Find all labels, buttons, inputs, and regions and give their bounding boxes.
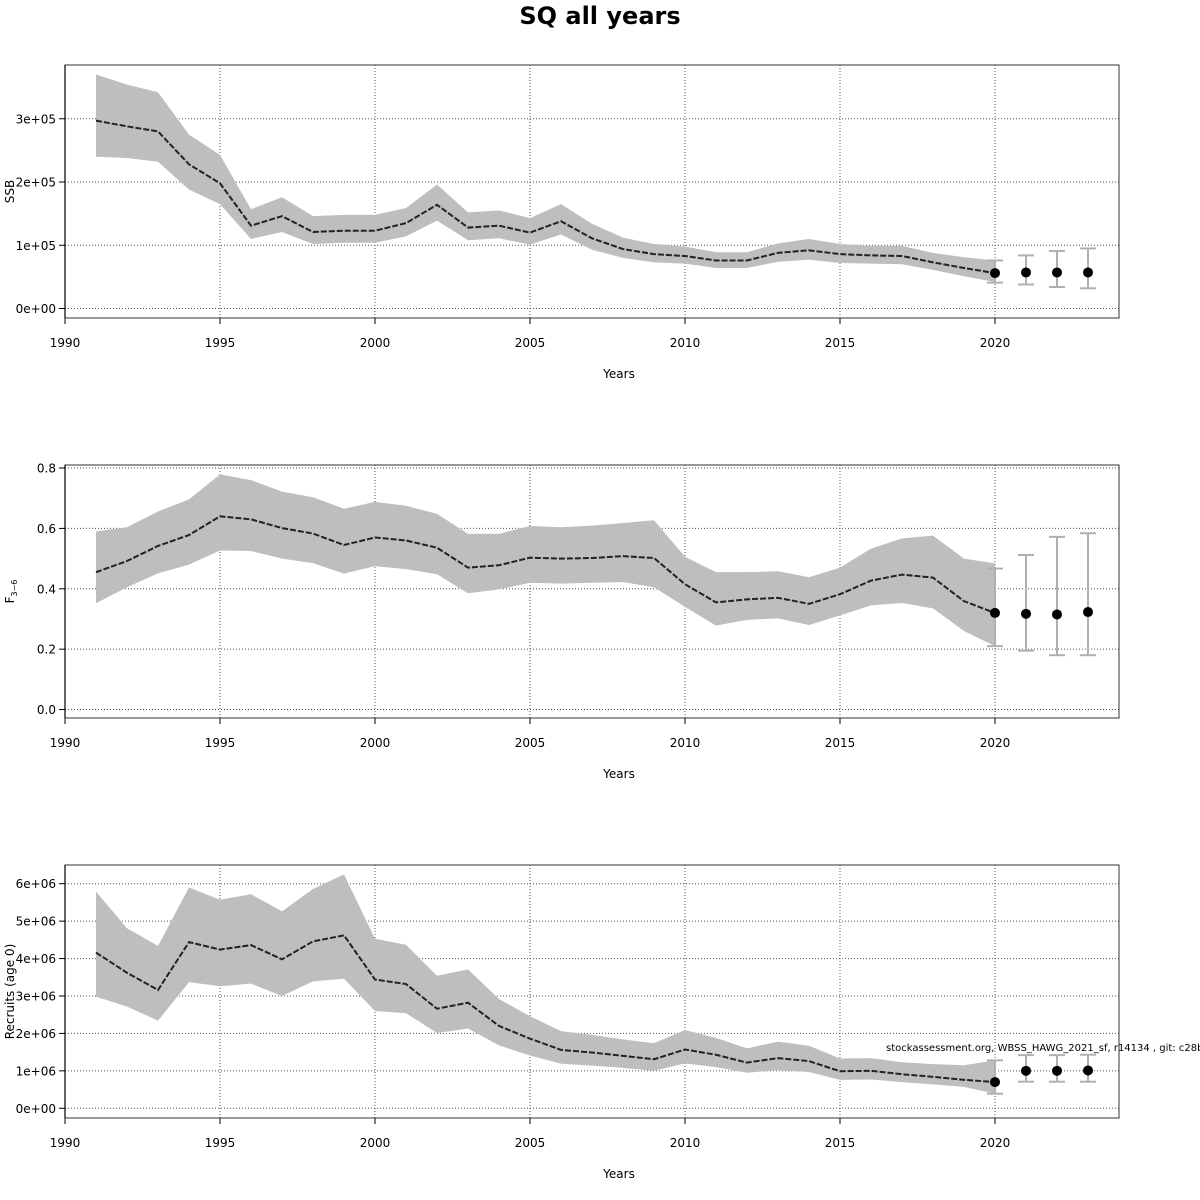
ssb-forecast-point-2021: [1021, 267, 1031, 278]
recruits-forecast-point-2020: [990, 1077, 1000, 1088]
f-y-axis-title: F3−6: [3, 580, 19, 604]
recruits-ytick-label-4: 4e+06: [16, 952, 56, 966]
chart-title: SQ all years: [519, 2, 681, 30]
ssb-forecast-point-2023: [1083, 267, 1093, 278]
watermark-text: stockassessment.org, WBSS_HAWG_2021_sf, …: [886, 1043, 1200, 1054]
recruits-estimate-line: [95, 934, 996, 1084]
f-forecast-point-2020: [990, 607, 1000, 618]
recruits-xtick-label-1995: 1995: [205, 1136, 236, 1150]
f-xtick-label-2020: 2020: [980, 736, 1011, 750]
f-ytick-label-1: 0.2: [37, 643, 56, 657]
f-xtick-label-2010: 2010: [670, 736, 701, 750]
ssb-ytick-label-3: 3e+05: [16, 112, 56, 126]
recruits-xtick-label-2015: 2015: [825, 1136, 856, 1150]
recruits-forecast-point-2022: [1052, 1065, 1062, 1076]
recruits-x-axis-title: Years: [602, 1167, 635, 1181]
fishing-mortality-panel: 1990 1995 2000 2005 2010 2015 2020 0.0 0.2 0.4 0.6…: [3, 462, 1120, 781]
ssb-ytick-label-1: 1e+05: [16, 239, 56, 253]
f-forecast-point-2022: [1052, 609, 1062, 620]
f-xtick-label-2000: 2000: [360, 736, 391, 750]
recruits-ytick-label-3: 3e+06: [16, 989, 56, 1003]
ssb-ytick-label-0: 0e+00: [16, 302, 56, 316]
f-ytick-label-2: 0.4: [37, 582, 56, 596]
ssb-panel: 1990 1995 2000 2005 2010 2015 2020 0e+00 1e+05 2e…: [3, 64, 1120, 381]
ssb-xtick-label-2000: 2000: [360, 336, 391, 350]
recruits-xtick-label-2010: 2010: [670, 1136, 701, 1150]
recruits-forecast-point-2023: [1083, 1065, 1093, 1076]
f-ytick-label-4: 0.8: [37, 462, 56, 476]
recruits-xtick-label-1990: 1990: [50, 1136, 81, 1150]
recruits-ytick-label-2: 2e+06: [16, 1027, 56, 1041]
ssb-xtick-label-2020: 2020: [980, 336, 1011, 350]
ssb-estimate-line: [95, 119, 996, 275]
f-ytick-label-3: 0.6: [37, 522, 56, 536]
f-forecast-point-2023: [1083, 607, 1093, 618]
f-ytick-label-0: 0.0: [37, 703, 56, 717]
f-xtick-label-1990: 1990: [50, 736, 81, 750]
ssb-xtick-label-2015: 2015: [825, 336, 856, 350]
recruits-ytick-label-0: 0e+00: [16, 1102, 56, 1116]
recruits-xtick-label-2000: 2000: [360, 1136, 391, 1150]
recruits-ytick-label-5: 5e+06: [16, 915, 56, 929]
recruitment-panel: 1990 1995 2000 2005 2010 2015 2020 0e+00 1e+06 2e…: [3, 864, 1120, 1181]
ssb-confidence-band: [96, 74, 995, 282]
ssb-y-axis-title: SSB: [3, 180, 17, 203]
ssb-xtick-label-1995: 1995: [205, 336, 236, 350]
recruits-forecast-point-2021: [1021, 1065, 1031, 1076]
f-x-axis-title: Years: [602, 767, 635, 781]
recruits-ytick-label-6: 6e+06: [16, 877, 56, 891]
ssb-xtick-label-2010: 2010: [670, 336, 701, 350]
ssb-xtick-label-1990: 1990: [50, 336, 81, 350]
f-y-axis-title-main: F: [3, 596, 17, 603]
f-y-axis-title-subscript: 3−6: [10, 580, 19, 597]
ssb-forecast-point-2020: [990, 268, 1000, 279]
ssb-ytick-label-2: 2e+05: [16, 176, 56, 190]
f-xtick-label-2015: 2015: [825, 736, 856, 750]
f-xtick-label-2005: 2005: [515, 736, 546, 750]
ssb-x-axis-title: Years: [602, 367, 635, 381]
recruits-y-axis-title: Recruits (age 0): [3, 944, 17, 1040]
recruits-xtick-label-2005: 2005: [515, 1136, 546, 1150]
f-estimate-line: [95, 515, 996, 614]
recruits-ytick-label-1: 1e+06: [16, 1064, 56, 1078]
recruits-xtick-label-2020: 2020: [980, 1136, 1011, 1150]
f-forecast-point-2021: [1021, 608, 1031, 619]
ssb-xtick-label-2005: 2005: [515, 336, 546, 350]
recruits-confidence-band: [96, 874, 995, 1094]
ssb-forecast-point-2022: [1052, 267, 1062, 278]
f-confidence-band: [96, 474, 995, 647]
f-xtick-label-1995: 1995: [205, 736, 236, 750]
